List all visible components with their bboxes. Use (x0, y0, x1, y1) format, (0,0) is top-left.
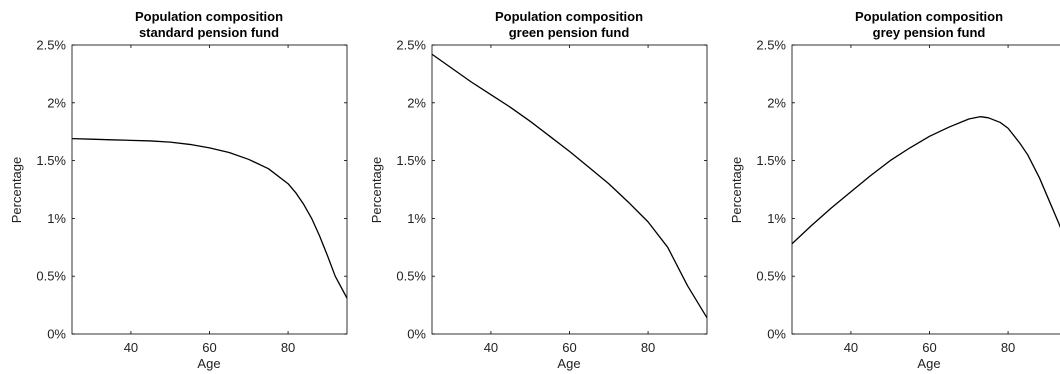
axes-box (791, 44, 1060, 335)
x-tick-label: 40 (844, 340, 858, 355)
x-tick-label: 60 (202, 340, 216, 355)
x-tick-label: 60 (922, 340, 936, 355)
y-tick-label: 1% (767, 211, 786, 226)
panel-grey-fund: Population composition grey pension fund… (729, 9, 1060, 371)
chart-title-line-1: Population composition (855, 9, 1003, 24)
y-tick-label: 1.5% (36, 153, 66, 168)
y-tick-label: 0% (767, 327, 786, 342)
y-tick-label: 1.5% (756, 153, 786, 168)
y-tick-label: 0.5% (396, 269, 426, 284)
x-tick-label: 80 (1001, 340, 1015, 355)
x-axis-label: Age (197, 356, 220, 371)
chart-title-line-1: Population composition (495, 9, 643, 24)
x-tick-label: 80 (641, 340, 655, 355)
y-tick-label: 2.5% (396, 38, 426, 53)
x-axis-label: Age (917, 356, 940, 371)
x-tick-label: 40 (484, 340, 498, 355)
y-tick-label: 1% (407, 211, 426, 226)
series-line (72, 137, 347, 299)
x-tick-label: 60 (562, 340, 576, 355)
y-tick-label: 2% (47, 95, 66, 110)
y-axis-label: Percentage (369, 157, 384, 224)
y-tick-label: 2.5% (756, 38, 786, 53)
axes-box (431, 44, 708, 335)
y-tick-label: 1.5% (396, 153, 426, 168)
chart-title-line-2: grey pension fund (873, 25, 986, 40)
axes-box (71, 44, 348, 335)
y-tick-label: 0.5% (36, 269, 66, 284)
y-axis-label: Percentage (9, 157, 24, 224)
y-tick-label: 2.5% (36, 38, 66, 53)
y-tick-label: 2% (407, 95, 426, 110)
x-tick-label: 80 (281, 340, 295, 355)
chart-title-line-1: Population composition (135, 9, 283, 24)
panel-green-fund: Population composition green pension fun… (369, 9, 708, 371)
y-axis-label: Percentage (729, 157, 744, 224)
series-line (792, 116, 1060, 245)
chart-title-line-2: standard pension fund (139, 25, 279, 40)
chart-title-line-2: green pension fund (509, 25, 630, 40)
x-axis-label: Age (557, 356, 580, 371)
y-tick-label: 2% (767, 95, 786, 110)
y-tick-label: 0.5% (756, 269, 786, 284)
series-line (432, 53, 707, 319)
y-tick-label: 0% (407, 327, 426, 342)
x-tick-label: 40 (124, 340, 138, 355)
panel-standard-fund: Population composition standard pension … (9, 9, 348, 371)
y-tick-label: 0% (47, 327, 66, 342)
y-tick-label: 1% (47, 211, 66, 226)
